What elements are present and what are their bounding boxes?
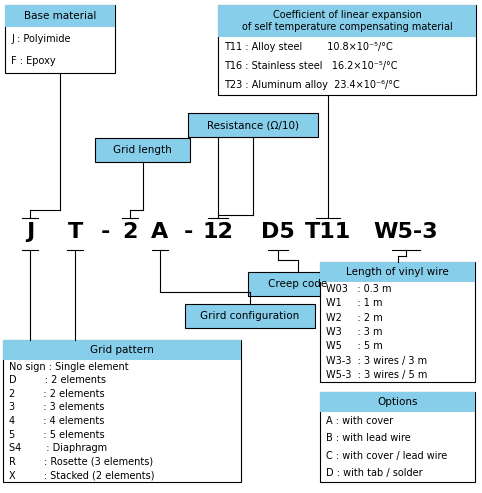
Text: T23 : Aluminum alloy  23.4×10⁻⁶/°C: T23 : Aluminum alloy 23.4×10⁻⁶/°C bbox=[224, 80, 400, 90]
Text: 5         : 5 elements: 5 : 5 elements bbox=[9, 429, 105, 440]
Text: 4         : 4 elements: 4 : 4 elements bbox=[9, 416, 105, 426]
Bar bbox=[185, 304, 315, 328]
Text: W5-3: W5-3 bbox=[374, 222, 438, 242]
Text: Length of vinyl wire: Length of vinyl wire bbox=[346, 267, 449, 277]
Text: 2         : 2 elements: 2 : 2 elements bbox=[9, 389, 105, 399]
Bar bbox=[5, 5, 115, 27]
Text: S4        : Diaphragm: S4 : Diaphragm bbox=[9, 443, 107, 453]
Text: B : with lead wire: B : with lead wire bbox=[326, 433, 411, 443]
Bar bbox=[95, 138, 190, 162]
Text: W2     : 2 m: W2 : 2 m bbox=[326, 313, 383, 323]
Text: Options: Options bbox=[377, 397, 418, 407]
Text: A: A bbox=[151, 222, 169, 242]
Bar bbox=[320, 262, 475, 282]
Text: T16 : Stainless steel   16.2×10⁻⁵/°C: T16 : Stainless steel 16.2×10⁻⁵/°C bbox=[224, 61, 398, 71]
Bar bbox=[320, 262, 475, 382]
Bar bbox=[320, 392, 475, 412]
Bar bbox=[3, 340, 241, 360]
Text: D : with tab / solder: D : with tab / solder bbox=[326, 468, 423, 478]
Text: Grird configuration: Grird configuration bbox=[201, 311, 300, 321]
Bar bbox=[218, 5, 476, 37]
Bar bbox=[5, 5, 115, 73]
Text: Resistance (Ω/10): Resistance (Ω/10) bbox=[207, 120, 299, 130]
Text: W03   : 0.3 m: W03 : 0.3 m bbox=[326, 284, 391, 294]
Text: -: - bbox=[183, 222, 193, 242]
Bar bbox=[320, 392, 475, 482]
Text: Grid length: Grid length bbox=[113, 145, 172, 155]
Text: 2: 2 bbox=[122, 222, 138, 242]
Text: No sign : Single element: No sign : Single element bbox=[9, 362, 129, 372]
Text: X         : Stacked (2 elements): X : Stacked (2 elements) bbox=[9, 470, 155, 480]
Text: T11: T11 bbox=[305, 222, 351, 242]
Text: 12: 12 bbox=[202, 222, 233, 242]
Text: R         : Rosette (3 elements): R : Rosette (3 elements) bbox=[9, 457, 153, 467]
Text: 3         : 3 elements: 3 : 3 elements bbox=[9, 402, 105, 413]
Text: T11 : Alloy steel        10.8×10⁻⁵/°C: T11 : Alloy steel 10.8×10⁻⁵/°C bbox=[224, 42, 393, 52]
Bar bbox=[218, 5, 476, 95]
Text: J: J bbox=[26, 222, 34, 242]
Text: T: T bbox=[67, 222, 82, 242]
Text: J : Polyimide: J : Polyimide bbox=[11, 34, 70, 43]
Text: A : with cover: A : with cover bbox=[326, 416, 393, 426]
Text: Base material: Base material bbox=[24, 11, 96, 21]
Text: W3     : 3 m: W3 : 3 m bbox=[326, 327, 383, 337]
Text: -: - bbox=[100, 222, 110, 242]
Text: W1     : 1 m: W1 : 1 m bbox=[326, 298, 383, 309]
Bar bbox=[248, 272, 348, 296]
Bar bbox=[188, 113, 318, 137]
Text: C : with cover / lead wire: C : with cover / lead wire bbox=[326, 451, 447, 461]
Text: F : Epoxy: F : Epoxy bbox=[11, 57, 55, 67]
Text: W5-3  : 3 wires / 5 m: W5-3 : 3 wires / 5 m bbox=[326, 370, 428, 380]
Text: D         : 2 elements: D : 2 elements bbox=[9, 375, 106, 386]
Text: D5: D5 bbox=[261, 222, 295, 242]
Text: Coefficient of linear expansion
of self temperature compensating material: Coefficient of linear expansion of self … bbox=[241, 10, 453, 32]
Bar bbox=[3, 340, 241, 482]
Text: W3-3  : 3 wires / 3 m: W3-3 : 3 wires / 3 m bbox=[326, 355, 427, 366]
Text: W5     : 5 m: W5 : 5 m bbox=[326, 341, 383, 352]
Text: Creep code: Creep code bbox=[268, 279, 328, 289]
Text: Grid pattern: Grid pattern bbox=[90, 345, 154, 355]
